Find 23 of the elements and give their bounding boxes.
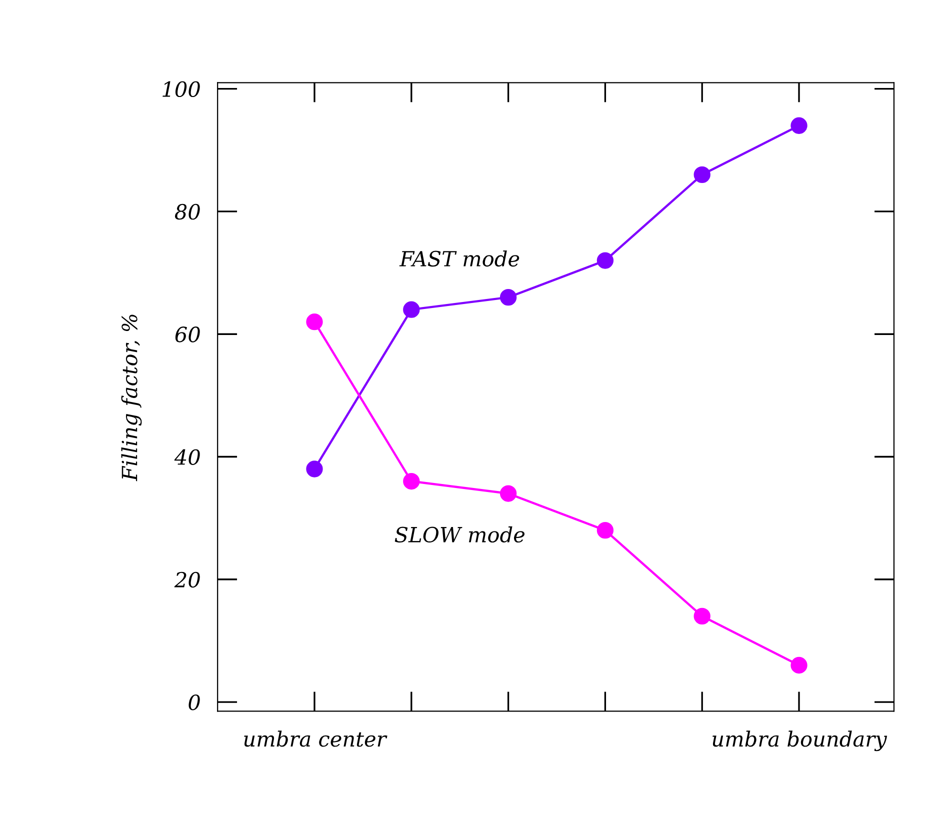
point <box>596 252 614 269</box>
x-tick-label: umbra boundary <box>712 730 888 752</box>
point <box>694 166 710 184</box>
point <box>694 608 710 625</box>
point <box>403 301 420 318</box>
y-tick-label: 0 <box>188 694 200 710</box>
y-tick-label: 80 <box>175 204 200 220</box>
point <box>790 656 808 674</box>
y-tick-label: 40 <box>174 449 200 465</box>
point <box>500 288 517 306</box>
point <box>306 460 323 478</box>
series-label: SLOW mode <box>394 526 524 543</box>
point <box>790 117 808 134</box>
y-tick-label: 20 <box>174 572 200 588</box>
point <box>403 472 420 490</box>
y-axis-title: Filling factor, % <box>121 314 142 482</box>
y-tick-label: 100 <box>162 81 200 98</box>
point <box>500 485 517 502</box>
x-tick-label: umbra center <box>244 730 388 747</box>
series-label: FAST mode <box>399 250 520 267</box>
y-tick-label: 60 <box>175 326 200 342</box>
point <box>596 522 614 539</box>
point <box>306 314 323 330</box>
